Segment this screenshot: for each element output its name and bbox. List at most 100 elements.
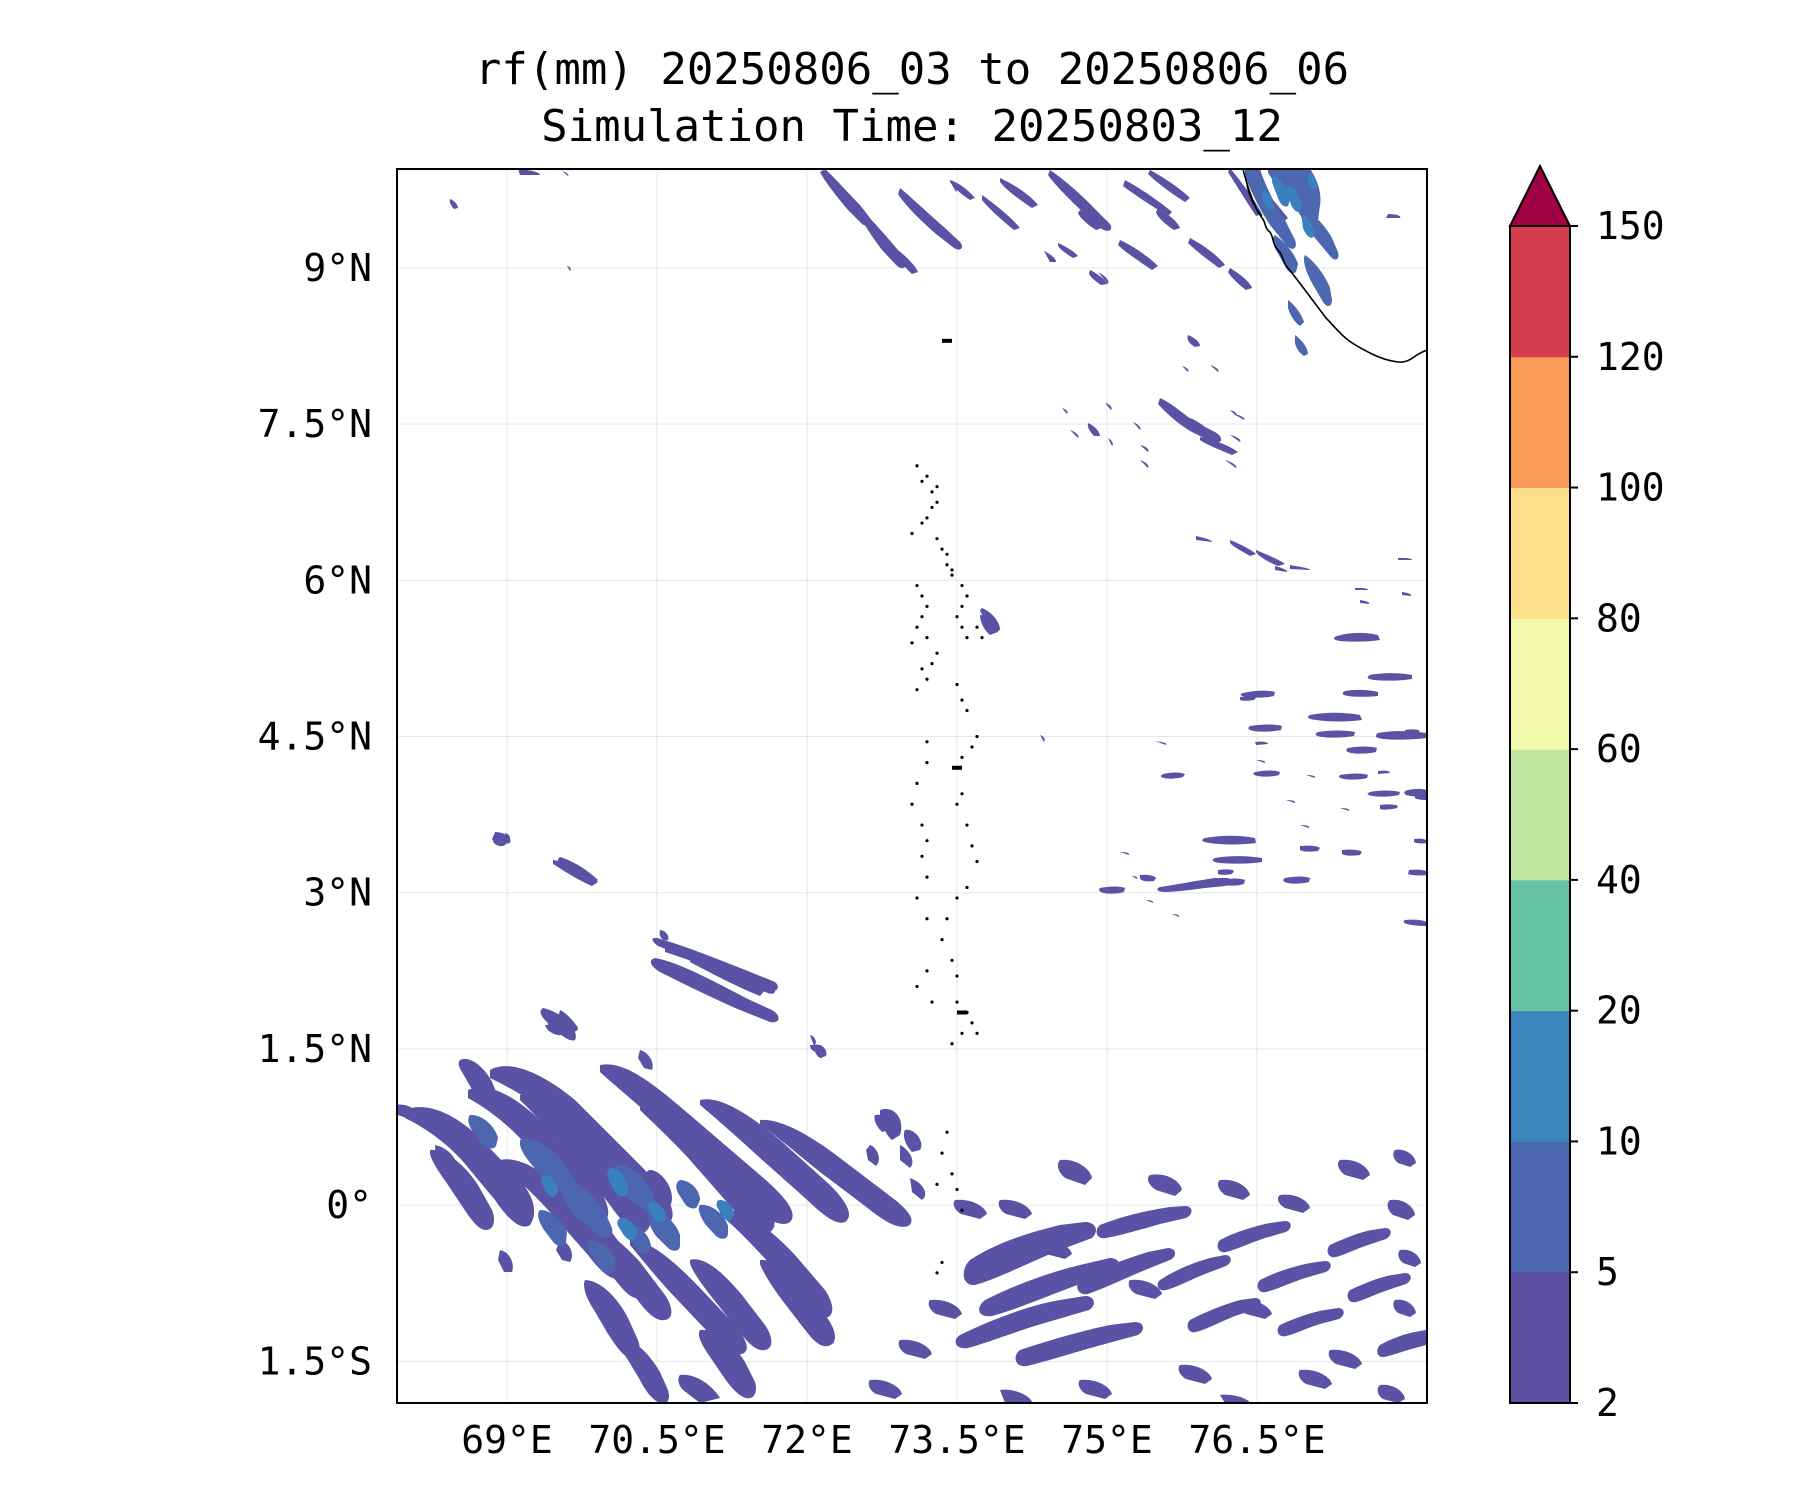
longitude-tick-label: 73.5°E [888, 1418, 1025, 1462]
rain-cell [1283, 876, 1310, 884]
rain-cell [1298, 1369, 1332, 1389]
island-dot [955, 802, 959, 806]
island-dot [980, 636, 984, 640]
maldives-islands [910, 338, 984, 1275]
rain-cell [1044, 251, 1056, 262]
island-dot [955, 1187, 959, 1192]
longitude-tick-label: 69°E [461, 1418, 553, 1462]
latitude-tick-label: 1.5°N [258, 1027, 372, 1071]
rain-cell [1200, 437, 1238, 455]
latitude-tick-label: 4.5°N [258, 715, 372, 759]
colorbar-labels: 2 5 10 20 40 60 80 100 120 150 [1570, 204, 1665, 1425]
rain-cell [1386, 214, 1401, 218]
rain-cell [1275, 566, 1288, 572]
map-subtitle: Simulation Time: 20250803_12 [541, 101, 1283, 152]
rain-cell [760, 1119, 912, 1227]
rain-cell [1403, 919, 1427, 926]
rain-cell [1105, 403, 1112, 410]
rain-cell [1398, 558, 1412, 560]
rain-cell [1238, 1299, 1272, 1319]
rain-cell [1157, 878, 1232, 892]
rain-cell [1087, 423, 1100, 436]
latitude-tick-label: 9°N [303, 246, 372, 290]
rain-cell [1128, 1279, 1162, 1299]
rain-cell [1148, 170, 1190, 202]
rain-cell [1393, 1299, 1416, 1317]
rain-cell [1070, 430, 1079, 438]
rain-cell [614, 1164, 657, 1214]
rain-cell [1098, 272, 1109, 284]
rain-cell [868, 1379, 902, 1399]
colorbar-segment [1510, 618, 1570, 750]
rain-cell [1155, 741, 1167, 745]
rain-cell [1118, 240, 1158, 270]
rain-cell [981, 618, 997, 634]
island-dot [960, 755, 964, 759]
rain-cell [1300, 825, 1310, 828]
island-dot [915, 464, 919, 468]
island-dot [945, 563, 949, 567]
rain-cell [397, 1104, 420, 1120]
island-dot [955, 615, 959, 619]
rain-cell [1346, 746, 1377, 754]
rain-cell [1367, 673, 1412, 681]
colorbar-segment [1510, 1141, 1570, 1273]
rain-cell [1277, 1308, 1344, 1337]
latitude-labels: 9°N 7.5°N 6°N 4.5°N 3°N 1.5°N 0° 1.5°S [258, 246, 372, 1383]
rain-cell [1225, 460, 1237, 468]
rain-cell [650, 958, 779, 1023]
longitude-labels: 69°E 70.5°E 72°E 73.5°E 75°E 76.5°E [461, 1418, 1325, 1462]
rain-spot-west-3-5n [495, 835, 510, 844]
latitude-tick-label: 0° [326, 1183, 372, 1227]
rain-cell [698, 1204, 728, 1239]
rain-cell [810, 1044, 819, 1052]
rain-cell [1380, 804, 1398, 810]
island-dot [955, 1000, 959, 1004]
rain-spots-maldives [981, 618, 1045, 742]
rain-cell [1360, 600, 1370, 604]
rain-cell [1196, 536, 1212, 542]
rain-cell [587, 1240, 616, 1274]
island-dot [925, 636, 929, 640]
rain-cell [820, 169, 872, 226]
island-dot [915, 625, 919, 629]
island-dot [930, 662, 934, 666]
rain-cell [810, 1035, 816, 1046]
island-dot [970, 745, 974, 749]
rain-cell [520, 1094, 651, 1233]
island-dot [920, 854, 924, 858]
rain-cell [1342, 849, 1362, 856]
colorbar-tick-label: 120 [1596, 335, 1665, 379]
island-dot [965, 594, 969, 598]
rain-cell [659, 930, 669, 941]
island-dot [960, 604, 964, 608]
rain-cell [760, 1259, 835, 1347]
rain-cell [1182, 366, 1189, 372]
rain-cell [1277, 1194, 1310, 1213]
rain-cell [567, 266, 571, 271]
rain-cell [1378, 770, 1390, 774]
island-dot [970, 844, 974, 848]
rain-cell [1212, 856, 1262, 864]
rain-cell [1256, 760, 1266, 763]
rain-cell [903, 1129, 922, 1152]
rain-cell [952, 185, 957, 192]
rain-cell [690, 955, 765, 996]
rain-cell [1271, 175, 1290, 207]
colorbar-frame [1509, 225, 1571, 1404]
colorbar-segment [1510, 226, 1570, 358]
coastline [1242, 169, 1427, 363]
rain-cell [1210, 365, 1219, 372]
rain-cell [1140, 874, 1156, 882]
island-dot [935, 500, 939, 504]
rain-cell [1253, 770, 1280, 777]
rain-cell [617, 1218, 637, 1241]
island-dot [950, 573, 954, 577]
rain-cell [963, 1222, 1096, 1286]
island-dot [965, 708, 969, 713]
rain-cell [630, 1240, 747, 1355]
rain-cell [1140, 445, 1149, 452]
colorbar-tick-label: 60 [1596, 727, 1642, 771]
colorbar-tick-label: 40 [1596, 858, 1642, 902]
rain-cell [1248, 724, 1282, 732]
